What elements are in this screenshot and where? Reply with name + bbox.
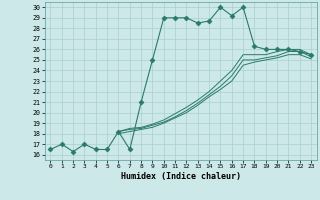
X-axis label: Humidex (Indice chaleur): Humidex (Indice chaleur)	[121, 172, 241, 181]
